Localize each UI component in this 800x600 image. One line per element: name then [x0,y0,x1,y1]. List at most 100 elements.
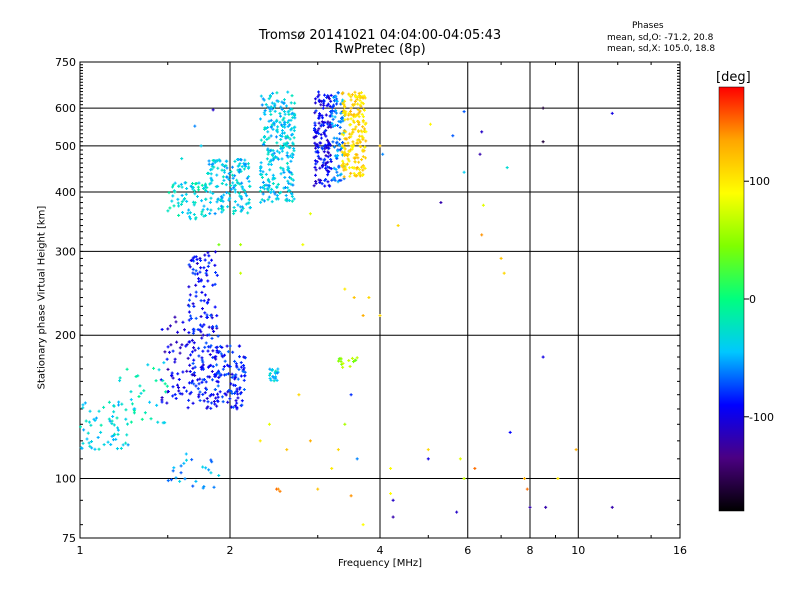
data-point [210,258,214,262]
data-point [161,379,165,383]
data-point [391,515,395,519]
data-point [239,361,243,365]
data-point [270,368,274,372]
data-point [201,367,205,371]
data-point [259,161,263,165]
data-point [227,191,231,195]
data-point [348,149,352,153]
data-point [329,125,333,129]
data-point [207,162,211,166]
data-point [343,422,347,426]
data-point [157,368,161,372]
data-point [478,152,482,156]
data-point [283,125,287,129]
data-point [269,163,273,167]
data-point [137,395,141,399]
data-point [321,116,325,120]
data-point [173,360,177,364]
data-point [226,390,230,394]
data-point [264,183,268,187]
data-point [335,141,339,145]
data-point [206,300,210,304]
data-point [336,448,340,452]
data-point [286,165,290,169]
data-point [212,485,216,489]
data-point [188,211,192,215]
data-point [336,174,340,178]
data-point [168,324,172,328]
data-point [170,185,174,189]
data-point [361,115,365,119]
data-point [361,102,365,106]
data-point [192,259,196,263]
data-point [209,406,213,410]
data-point [347,93,351,97]
data-point [233,377,237,381]
data-point [359,91,363,95]
data-point [215,314,219,318]
data-point [191,366,195,370]
data-point [269,125,273,129]
data-point [360,158,364,162]
data-point [191,484,195,488]
data-point [244,202,248,206]
data-point [326,120,330,124]
data-point [163,421,167,425]
data-point [247,198,251,202]
data-point [320,120,324,124]
data-point [389,492,393,496]
data-point [355,97,359,101]
data-point [508,430,512,434]
data-point [273,102,277,106]
x-tick-label: 4 [377,544,384,557]
data-point [227,364,231,368]
data-point [126,443,130,447]
data-point [246,211,250,215]
colorbar-tick-label: -100 [749,411,774,424]
data-point [191,401,195,405]
data-point [330,111,334,115]
x-axis-label: Frequency [MHz] [337,558,423,569]
data-point [192,255,196,259]
data-point [283,112,287,116]
data-point [426,457,430,461]
data-point [87,420,91,424]
data-point [270,123,274,127]
data-point [186,406,190,410]
data-point [279,144,283,148]
data-point [236,181,240,185]
data-point [182,461,186,465]
data-point [318,112,322,116]
data-point [210,167,214,171]
data-point [197,354,201,358]
data-point [234,209,238,213]
data-point [240,205,244,209]
data-point [259,200,263,204]
data-point [291,141,295,145]
data-point [356,108,360,112]
data-point [229,405,233,409]
data-point [315,160,319,164]
data-point [260,198,264,202]
data-point [199,144,203,148]
data-point [229,187,233,191]
data-point [276,367,280,371]
data-point [262,199,266,203]
data-point [359,129,363,133]
data-point [361,118,365,122]
data-point [349,117,353,121]
data-point [206,365,210,369]
data-point [286,135,290,139]
data-point [354,94,358,98]
data-point [239,365,243,369]
data-point [336,91,340,95]
data-point [334,167,338,171]
data-point [243,374,247,378]
data-point [288,175,292,179]
data-point [317,116,321,120]
data-point [278,133,282,137]
data-point [154,379,158,383]
data-point [201,333,205,337]
data-point [223,353,227,357]
data-point [219,373,223,377]
